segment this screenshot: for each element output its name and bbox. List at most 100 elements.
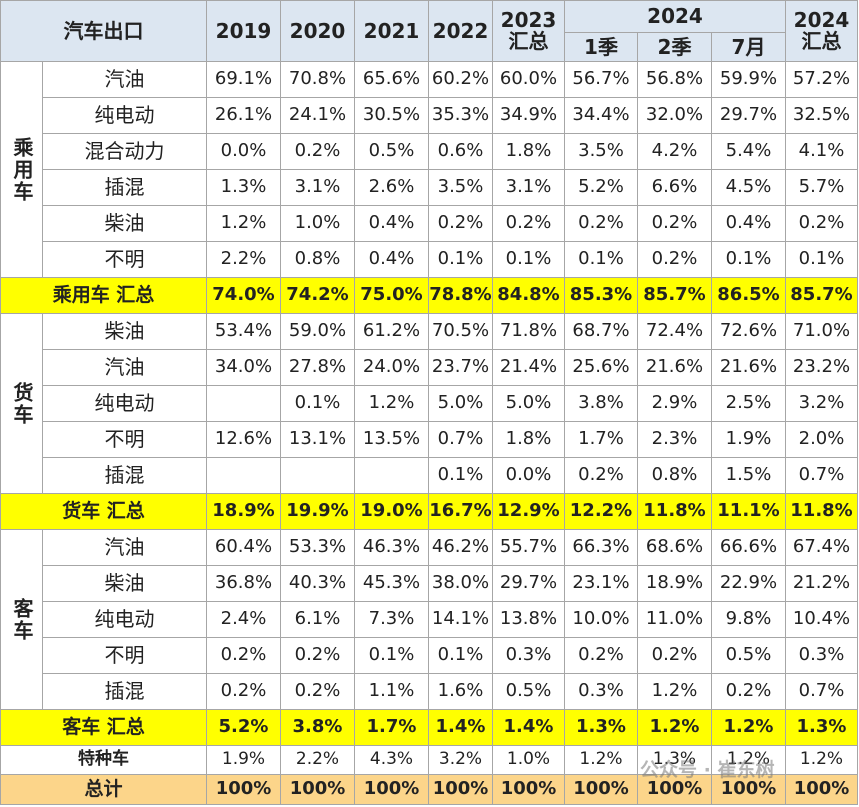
cell-value: 23.2%: [785, 349, 858, 386]
subtotal-value: 1.2%: [711, 709, 786, 746]
cell-value: 34.0%: [206, 349, 281, 386]
cell-value: 1.6%: [428, 673, 493, 710]
cell-value: 6.6%: [637, 169, 712, 206]
header-line: 2024: [793, 8, 850, 32]
cell-value: [206, 385, 281, 422]
subtotal-label: 客车 汇总: [0, 709, 207, 746]
table-row: 柴油 1.2% 1.0% 0.4% 0.2% 0.2% 0.2% 0.2% 0.4% 0.2%: [1, 205, 858, 242]
row-label: 柴油: [42, 205, 207, 242]
cell-value: 3.5%: [564, 133, 638, 170]
cell-value: 27.8%: [280, 349, 355, 386]
header-year: 2024: [564, 0, 786, 33]
subtotal-value: 3.8%: [280, 709, 355, 746]
cell-value: 1.2%: [637, 673, 712, 710]
table-row: 1季 2季 7月: [1, 32, 858, 62]
subtotal-value: 18.9%: [206, 493, 281, 530]
cell-value: 35.3%: [428, 97, 493, 134]
subtotal-value: 1.3%: [564, 709, 638, 746]
total-value: 100%: [711, 774, 786, 805]
cell-value: 0.1%: [492, 241, 565, 278]
cell-value: 0.3%: [564, 673, 638, 710]
cell-value: 68.6%: [637, 529, 712, 566]
cell-value: 22.9%: [711, 565, 786, 602]
cell-value: 0.2%: [637, 205, 712, 242]
cell-value: 0.2%: [564, 205, 638, 242]
subtotal-value: 85.7%: [785, 277, 858, 314]
total-value: 100%: [785, 774, 858, 805]
cell-value: 56.8%: [637, 61, 712, 98]
cell-value: 45.3%: [354, 565, 429, 602]
table-row: 货车 汇总 18.9% 19.9% 19.0% 16.7% 12.9% 12.2% 11.8%…: [0, 493, 858, 530]
total-value: 100%: [492, 774, 565, 805]
subtotal-value: 85.7%: [637, 277, 712, 314]
cell-value: 59.0%: [280, 313, 355, 350]
cell-value: 66.3%: [564, 529, 638, 566]
row-label: 纯电动: [42, 97, 207, 134]
cell-value: 21.2%: [785, 565, 858, 602]
table-row: 插混 0.1% 0.0% 0.2% 0.8% 1.5% 0.7%: [1, 457, 858, 494]
cell-value: 53.4%: [206, 313, 281, 350]
cell-value: 59.9%: [711, 61, 786, 98]
cell-value: 30.5%: [354, 97, 429, 134]
subtotal-value: 1.4%: [428, 709, 493, 746]
table-row: 纯电动 2.4% 6.1% 7.3% 14.1% 13.8% 10.0% 11.0% 9.8% 1…: [1, 601, 858, 638]
header-year: 2019: [206, 0, 281, 62]
cell-value: 2.2%: [280, 745, 355, 775]
table-row: 乘用车 汇总 74.0% 74.2% 75.0% 78.8% 84.8% 85.3% 85.7…: [0, 277, 858, 314]
cell-value: 69.1%: [206, 61, 281, 98]
table-row: 特种车 1.9% 2.2% 4.3% 3.2% 1.0% 1.2% 1.3% 1.2% 1.2%: [0, 745, 858, 775]
cell-value: 0.1%: [428, 637, 493, 674]
cell-value: 65.6%: [354, 61, 429, 98]
cell-value: 4.3%: [354, 745, 429, 775]
table-row: 纯电动 26.1% 24.1% 30.5% 35.3% 34.9% 34.4% 32.0% 29…: [1, 97, 858, 134]
watermark: 公众号 · 崔东树: [640, 759, 775, 781]
cell-value: 1.2%: [711, 745, 786, 775]
header-period: 7月: [711, 32, 786, 62]
cell-value: 56.7%: [564, 61, 638, 98]
subtotal-value: 75.0%: [354, 277, 429, 314]
subtotal-value: 11.8%: [785, 493, 858, 530]
cell-value: 60.4%: [206, 529, 281, 566]
row-label: 纯电动: [42, 385, 207, 422]
cell-value: 0.0%: [492, 457, 565, 494]
cell-value: 0.3%: [492, 637, 565, 674]
cell-value: 57.2%: [785, 61, 858, 98]
cell-value: 5.4%: [711, 133, 786, 170]
cell-value: 0.5%: [354, 133, 429, 170]
cell-value: 5.2%: [564, 169, 638, 206]
total-label: 总计: [0, 774, 207, 805]
cell-value: 29.7%: [711, 97, 786, 134]
cell-value: 0.5%: [492, 673, 565, 710]
cell-value: 6.1%: [280, 601, 355, 638]
cell-value: 14.1%: [428, 601, 493, 638]
cell-value: 21.6%: [711, 349, 786, 386]
cell-value: 3.2%: [428, 745, 493, 775]
cell-value: 24.0%: [354, 349, 429, 386]
cell-value: 29.7%: [492, 565, 565, 602]
cell-value: 2.3%: [637, 421, 712, 458]
header-year: 2021: [354, 0, 429, 62]
header-year: 2024 汇总: [785, 0, 858, 62]
cell-value: 18.9%: [637, 565, 712, 602]
table-row: 不明 2.2% 0.8% 0.4% 0.1% 0.1% 0.1% 0.2% 0.1% 0.1%: [1, 241, 858, 278]
cell-value: 1.7%: [564, 421, 638, 458]
cell-value: 0.1%: [280, 385, 355, 422]
cell-value: 3.1%: [280, 169, 355, 206]
cell-value: 4.2%: [637, 133, 712, 170]
header-period: 2季: [637, 32, 712, 62]
cell-value: 1.8%: [492, 421, 565, 458]
cell-value: 5.7%: [785, 169, 858, 206]
cell-value: 0.2%: [206, 637, 281, 674]
cell-value: 34.4%: [564, 97, 638, 134]
table-row: 客车 汽油 60.4% 53.3% 46.3% 46.2% 55.7% 66.3% 68.6% 6…: [0, 529, 858, 710]
row-label: 纯电动: [42, 601, 207, 638]
subtotal-value: 1.3%: [785, 709, 858, 746]
cell-value: 38.0%: [428, 565, 493, 602]
subtotal-value: 12.9%: [492, 493, 565, 530]
cell-value: 0.2%: [280, 673, 355, 710]
subtotal-value: 85.3%: [564, 277, 638, 314]
table-row: 不明 12.6% 13.1% 13.5% 0.7% 1.8% 1.7% 2.3% 1.9% 2.0…: [1, 421, 858, 458]
cell-value: 72.6%: [711, 313, 786, 350]
table-row: 插混 0.2% 0.2% 1.1% 1.6% 0.5% 0.3% 1.2% 0.2% 0.7%: [1, 673, 858, 710]
cell-value: 0.2%: [785, 205, 858, 242]
